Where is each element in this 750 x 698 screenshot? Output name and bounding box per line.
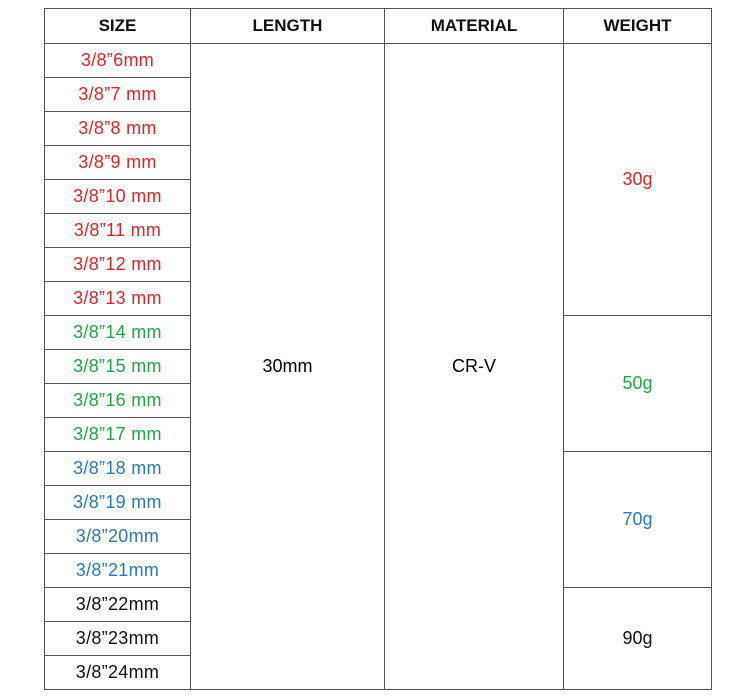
header-cell: WEIGHT xyxy=(563,8,712,44)
weight-cell: 50g xyxy=(563,315,712,452)
row: 3/8”20mm xyxy=(44,519,712,554)
size-cell: 3/8”11 mm xyxy=(44,213,191,248)
header-cell: SIZE xyxy=(44,8,191,44)
row: 3/8”15 mm xyxy=(44,349,712,384)
material-cell: CR-V xyxy=(384,43,564,690)
row: 3/8”12 mm xyxy=(44,247,712,282)
size-cell: 3/8”15 mm xyxy=(44,349,191,384)
header-row: SIZE LENGTH MATERIAL WEIGHT xyxy=(44,8,712,44)
row: 3/8”6mm 30mm CR-V 30g xyxy=(44,43,712,690)
row: 3/8”24mm xyxy=(44,655,712,690)
size-cell: 3/8”22mm xyxy=(44,587,191,622)
row: 3/8”16 mm xyxy=(44,383,712,418)
row: 3/8”23mm xyxy=(44,621,712,656)
row: 3/8”11 mm xyxy=(44,213,712,248)
row: 3/8”19 mm xyxy=(44,485,712,520)
size-cell: 3/8”23mm xyxy=(44,621,191,656)
length-cell: 30mm xyxy=(190,43,385,690)
size-cell: 3/8”13 mm xyxy=(44,281,191,316)
row: 3/8”7 mm xyxy=(44,77,712,112)
size-cell: 3/8”16 mm xyxy=(44,383,191,418)
size-cell: 3/8”24mm xyxy=(44,655,191,690)
size-cell: 3/8”20mm xyxy=(44,519,191,554)
size-cell: 3/8”9 mm xyxy=(44,145,191,180)
row: 3/8”10 mm xyxy=(44,179,712,214)
size-cell: 3/8”7 mm xyxy=(44,77,191,112)
size-cell: 3/8”12 mm xyxy=(44,247,191,282)
spec-table: SIZE LENGTH MATERIAL WEIGHT 3/8”6mm 30mm CR-V 3… xyxy=(44,8,712,690)
size-cell: 3/8”14 mm xyxy=(44,315,191,350)
size-cell: 3/8”21mm xyxy=(44,553,191,588)
size-cell: 3/8”8 mm xyxy=(44,111,191,146)
row: 3/8”22mm 90g xyxy=(44,587,712,690)
size-cell: 3/8”17 mm xyxy=(44,417,191,452)
header-cell: MATERIAL xyxy=(384,8,564,44)
header-cell: LENGTH xyxy=(190,8,385,44)
weight-cell: 90g xyxy=(563,587,712,690)
row: 3/8”18 mm 70g xyxy=(44,451,712,588)
size-cell: 3/8”6mm xyxy=(44,43,191,78)
size-cell: 3/8”18 mm xyxy=(44,451,191,486)
row: 3/8”17 mm xyxy=(44,417,712,452)
row: 3/8”8 mm xyxy=(44,111,712,146)
weight-cell: 30g xyxy=(563,43,712,316)
row: 3/8”21mm xyxy=(44,553,712,588)
row: 3/8”13 mm xyxy=(44,281,712,316)
size-cell: 3/8”19 mm xyxy=(44,485,191,520)
row: 3/8”14 mm 50g xyxy=(44,315,712,452)
size-cell: 3/8”10 mm xyxy=(44,179,191,214)
weight-cell: 70g xyxy=(563,451,712,588)
